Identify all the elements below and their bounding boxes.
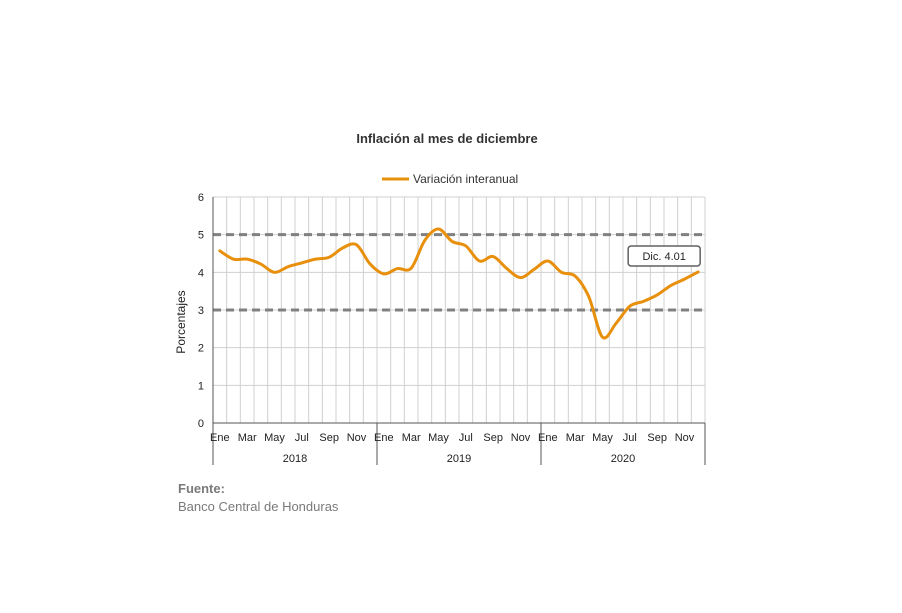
series-group [218, 227, 700, 340]
y-tick-label: 6 [198, 192, 204, 204]
source-text: Banco Central de Honduras [178, 499, 339, 514]
annotation-label: Dic. 4.01 [642, 251, 685, 263]
y-tick-label: 2 [198, 343, 204, 355]
y-axis-label: Porcentajes [174, 290, 188, 353]
y-tick-label: 3 [198, 305, 204, 317]
x-tick-label: May [592, 432, 613, 444]
x-tick-label: Mar [238, 432, 257, 444]
axes [212, 197, 706, 465]
x-tick-label: Nov [347, 432, 367, 444]
annotation-box [627, 245, 701, 267]
x-tick-label: May [264, 432, 285, 444]
series-line [218, 227, 700, 340]
x-tick-label: Ene [210, 432, 230, 444]
source-heading: Fuente: [178, 481, 225, 496]
y-tick-label: 0 [198, 418, 204, 430]
x-tick-label: Jul [459, 432, 473, 444]
x-tick-label: Sep [483, 432, 503, 444]
y-tick-label: 5 [198, 230, 204, 242]
year-label: 2019 [447, 453, 471, 465]
x-tick-label: Mar [566, 432, 585, 444]
y-tick-labels: 0 1 2 3 4 5 6 [198, 192, 204, 430]
y-tick-label: 4 [198, 267, 204, 279]
x-tick-label: May [428, 432, 449, 444]
x-tick-label: Jul [623, 432, 637, 444]
x-tick-label: Jul [295, 432, 309, 444]
year-label: 2018 [283, 453, 307, 465]
x-tick-label: Ene [538, 432, 558, 444]
legend: Variación interanual [382, 172, 518, 186]
reference-lines [213, 233, 705, 312]
x-tick-label: Sep [647, 432, 667, 444]
year-labels: 2018 2019 2020 [283, 453, 635, 465]
x-tick-label: Nov [675, 432, 695, 444]
x-tick-labels: Ene Mar May Jul Sep Nov Ene Mar May Jul Sep Nov Ene M… [210, 432, 695, 444]
x-tick-label: Ene [374, 432, 394, 444]
year-label: 2020 [611, 453, 635, 465]
legend-label: Variación interanual [413, 172, 518, 186]
annotation-group: Dic. 4.01 [627, 245, 701, 267]
y-tick-label: 1 [198, 380, 204, 392]
x-tick-label: Mar [402, 432, 421, 444]
chart-title: Inflación al mes de diciembre [356, 131, 537, 146]
x-tick-label: Sep [319, 432, 339, 444]
x-tick-label: Nov [511, 432, 531, 444]
